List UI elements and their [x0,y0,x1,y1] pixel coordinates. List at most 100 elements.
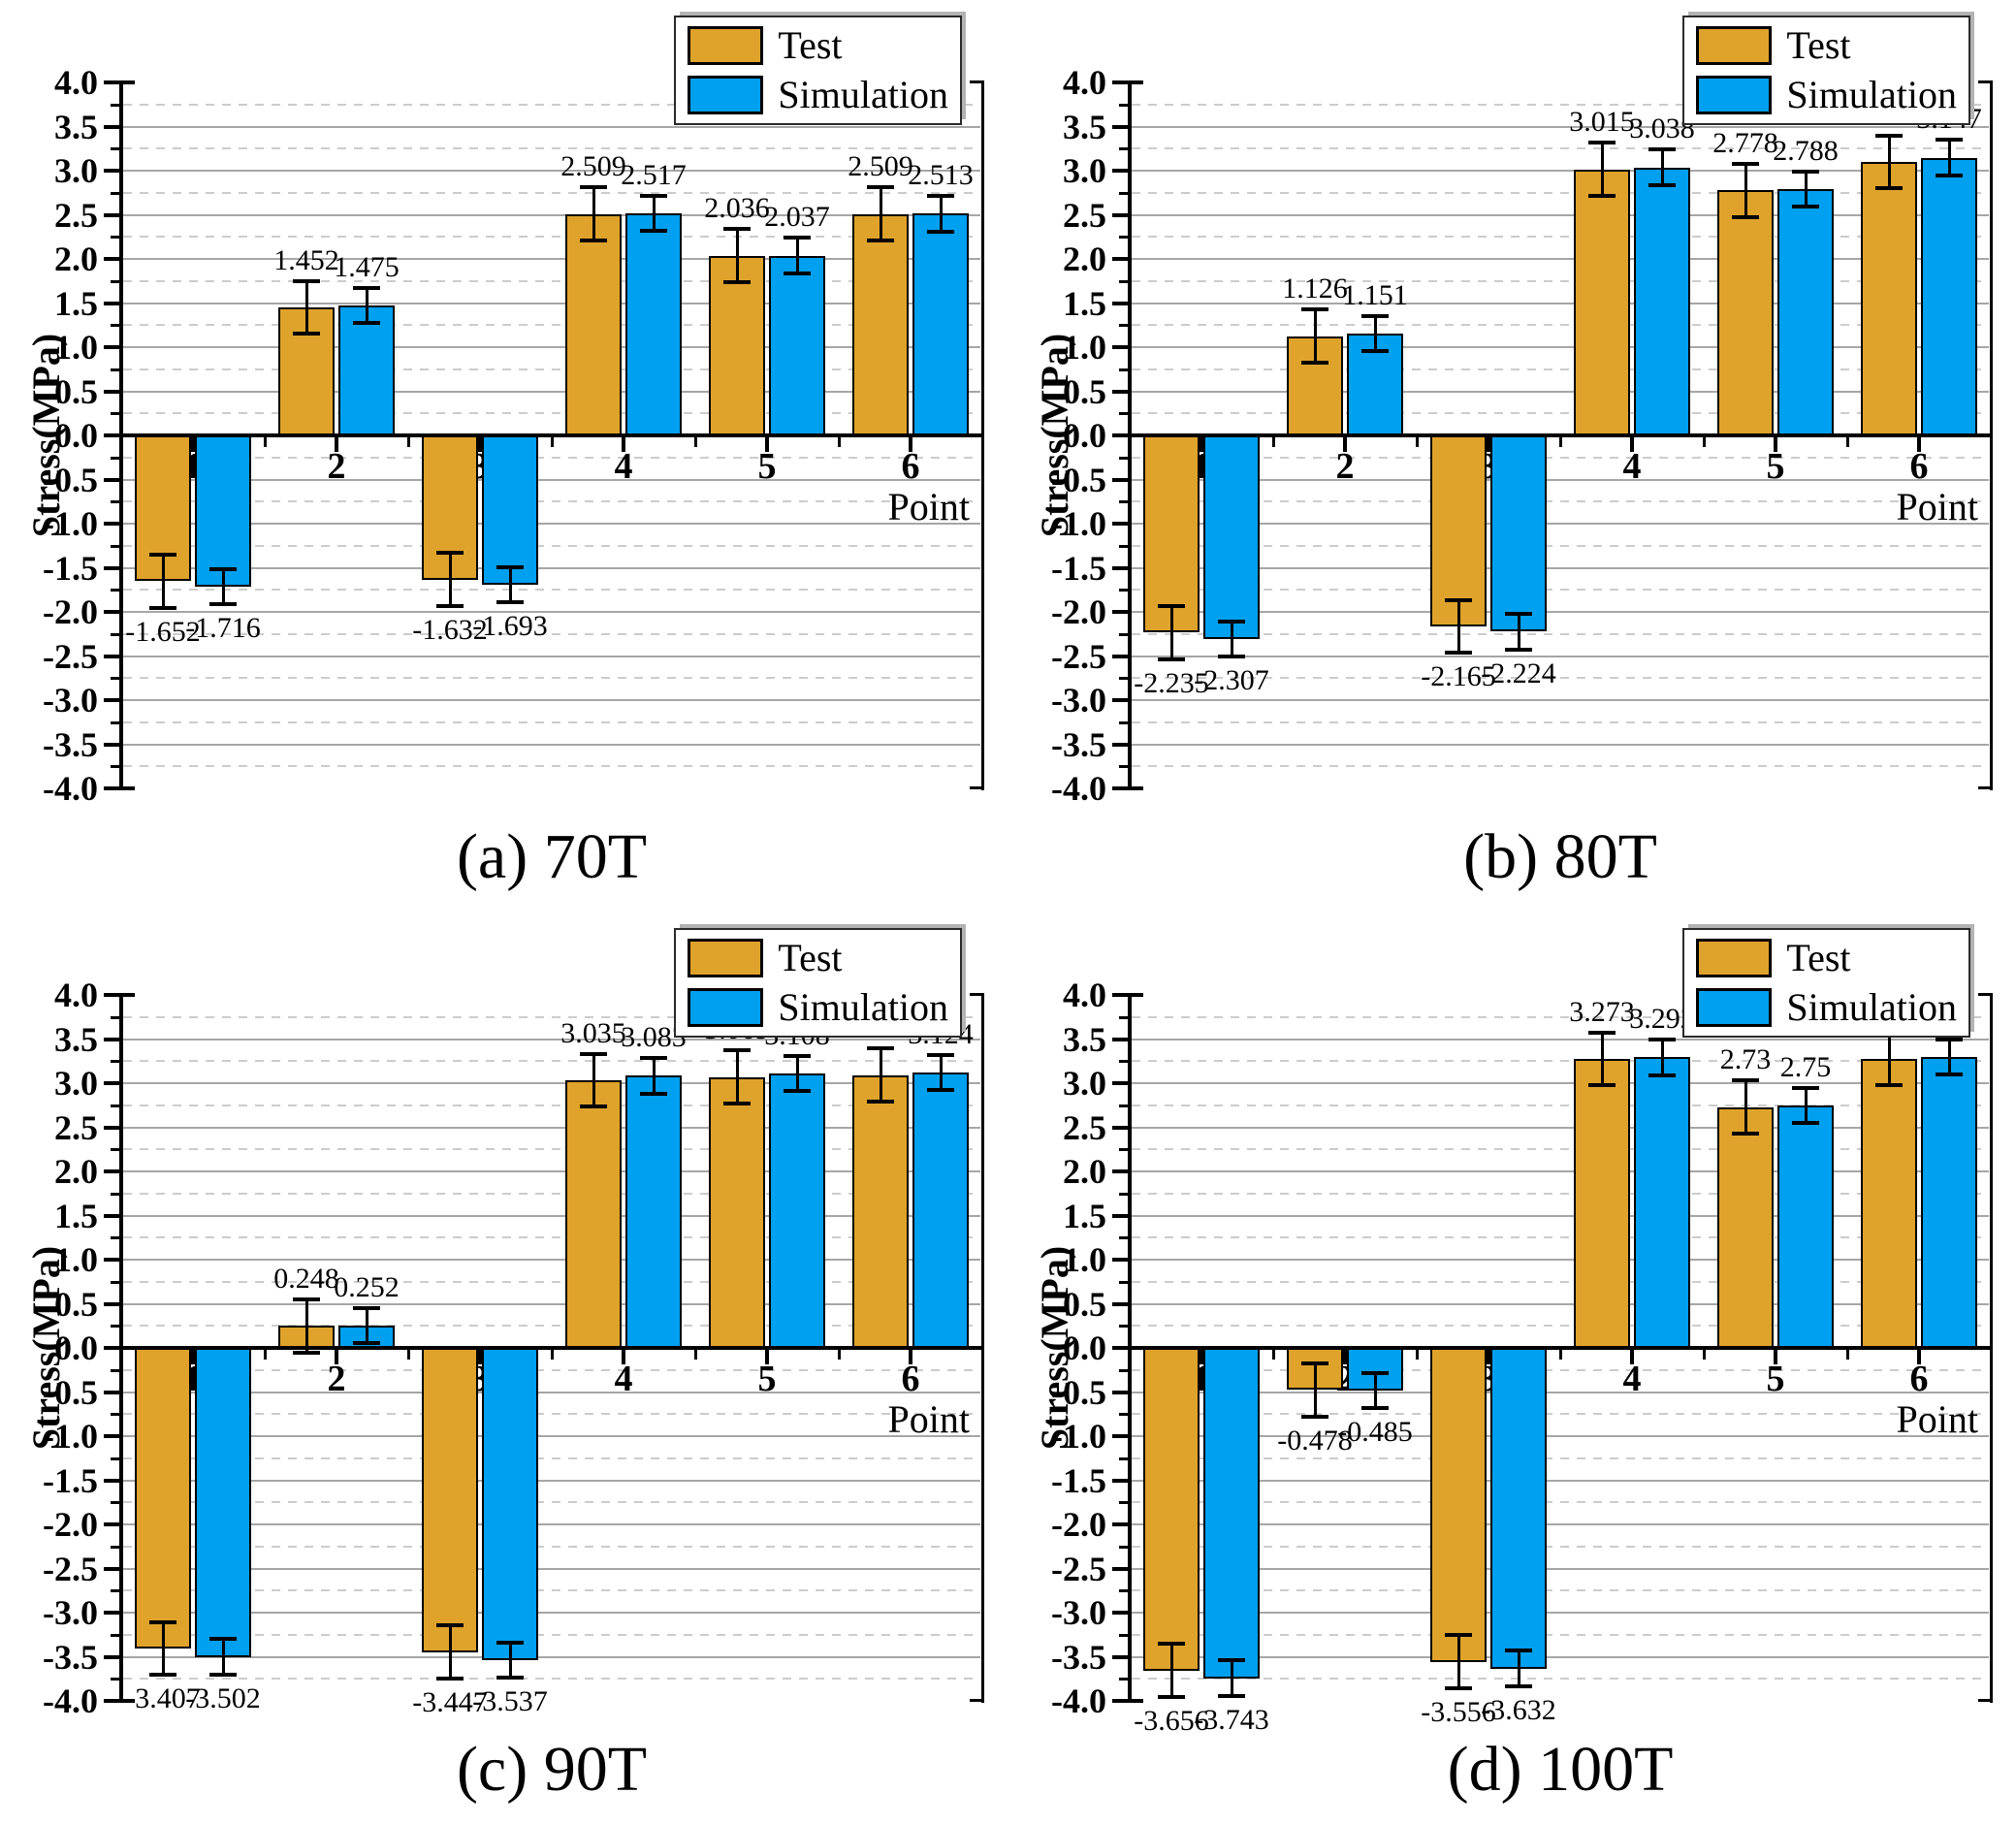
gridline-major [123,346,980,348]
error-bar [508,1642,512,1679]
error-bar-cap [209,1672,237,1677]
gridline-minor [123,1457,980,1459]
gridline-minor [123,1413,980,1416]
x-axis-tick-minor [1558,1350,1562,1360]
y-axis-tick-label: -1.0 [43,504,98,543]
bar-test-point-3 [422,1348,478,1652]
gridline-major [1132,1479,1989,1482]
gridline-minor [123,412,980,415]
gridline-major [123,1126,980,1129]
error-bar-cap [1301,1414,1328,1419]
gridline-major [1132,1523,1989,1525]
gridline-major [1132,1082,1989,1084]
y-axis-tick-minor [111,765,119,769]
value-label: 2.75 [1779,1050,1832,1083]
category-label: 5 [757,1359,777,1399]
y-axis-tick-minor [1119,720,1128,724]
gridline-minor [1132,1589,1989,1592]
x-axis-tick-major [1774,1350,1777,1364]
error-bar [795,238,799,273]
x-axis-tick-minor [1271,437,1275,447]
gridline-major [123,1612,980,1614]
y-axis-tick-label: -0.5 [1051,460,1106,499]
error-bar [1660,149,1664,185]
gridline-major [1132,1567,1989,1570]
x-axis-title: Point [887,1397,970,1441]
y-axis-tick-minor [1119,236,1128,240]
gridline-major [1132,1435,1989,1437]
legend-label: Simulation [778,73,948,116]
y-axis-tick-minor [111,1678,119,1681]
value-label: -1.632 [412,613,488,646]
y-axis-tick-minor [111,500,119,504]
axis-end-stub [1978,80,1990,83]
gridline-minor [1132,720,1989,723]
legend-label: Test [778,936,843,979]
y-axis-tick-minor [111,324,119,328]
panel-b: -4.0 -3.5 -3.0 -2.5 -2.0 -1.5 -1.0 -0.5 0.0 0.5 1.… [1008,0,2016,912]
gridline-major [123,1082,980,1084]
legend-label: Test [1786,936,1851,979]
error-bar [161,555,165,608]
bar-test-point-6 [1861,1059,1917,1348]
error-bar-cap [1792,1120,1819,1125]
y-axis-tick-minor [111,103,119,107]
x-axis-tick-minor [1271,1350,1275,1360]
error-bar-cap [496,600,524,605]
error-bar [1313,1363,1317,1417]
x-axis-zero-line [119,433,984,437]
error-bar-cap [640,229,667,234]
y-axis-tick-minor [1119,1280,1128,1284]
error-bar [1169,606,1173,659]
y-axis-title: Stress(MPa) [1033,1245,1076,1451]
legend-label: Test [1786,23,1851,67]
y-axis-tick-minor [1119,103,1128,107]
x-axis-tick-minor [1415,1350,1419,1360]
y-axis-tick-label: -2.5 [1051,1549,1106,1588]
y-axis-tick-minor [1119,544,1128,548]
value-label: -2.307 [1194,664,1269,697]
value-label: -3.447 [412,1685,488,1718]
value-label: 1.126 [1282,272,1348,305]
gridline-minor [1132,279,1989,282]
panel-c: -4.0 -3.5 -3.0 -2.5 -2.0 -1.5 -1.0 -0.5 0.0 0.5 1.… [0,912,1008,1825]
error-bar-cap [1218,655,1245,659]
error-bar-cap [1792,1085,1819,1090]
gridline-major [123,1435,980,1437]
y-axis-tick-label: 1.0 [54,1240,98,1279]
y-axis-tick-major [1112,610,1128,614]
y-axis-tick-label: -3.5 [1051,724,1106,764]
gridline-major [123,1214,980,1217]
y-axis-tick-label: 2.0 [1063,240,1106,278]
error-bar [1313,309,1317,363]
error-bar-cap [1361,349,1389,354]
y-axis-tick-major [1112,433,1128,437]
y-axis-tick-major [104,1301,119,1306]
error-bar-cap [209,566,237,571]
y-axis-tick-major [104,1081,119,1085]
y-axis-tick-minor [1119,1545,1128,1549]
error-bar-cap [1732,1078,1759,1083]
gridline-minor [123,236,980,239]
legend-item: Test [1696,23,1957,68]
error-bar-cap [640,1056,667,1061]
gridline-minor [123,1368,980,1371]
error-bar-cap [496,1676,524,1681]
error-bar [1373,316,1377,352]
error-bar-cap [1936,1072,1963,1076]
x-axis-tick-major [1200,437,1203,452]
error-bar-cap [1158,1694,1185,1699]
legend-swatch-simulation [1696,76,1773,114]
y-axis-tick-major [104,1258,119,1262]
x-axis-tick-major [1917,437,1921,452]
y-axis-tick-label: -3.0 [1051,681,1106,720]
y-axis-tick-major [104,1478,119,1483]
value-label: 0.252 [334,1270,400,1303]
error-bar [304,280,308,335]
y-axis-tick-major [104,1169,119,1173]
gridline-major [1132,1391,1989,1393]
y-axis-tick-label: 0.5 [54,371,98,411]
y-axis-tick-major [104,1611,119,1615]
y-axis-tick-minor [1119,765,1128,769]
value-label: -3.632 [1481,1693,1556,1726]
